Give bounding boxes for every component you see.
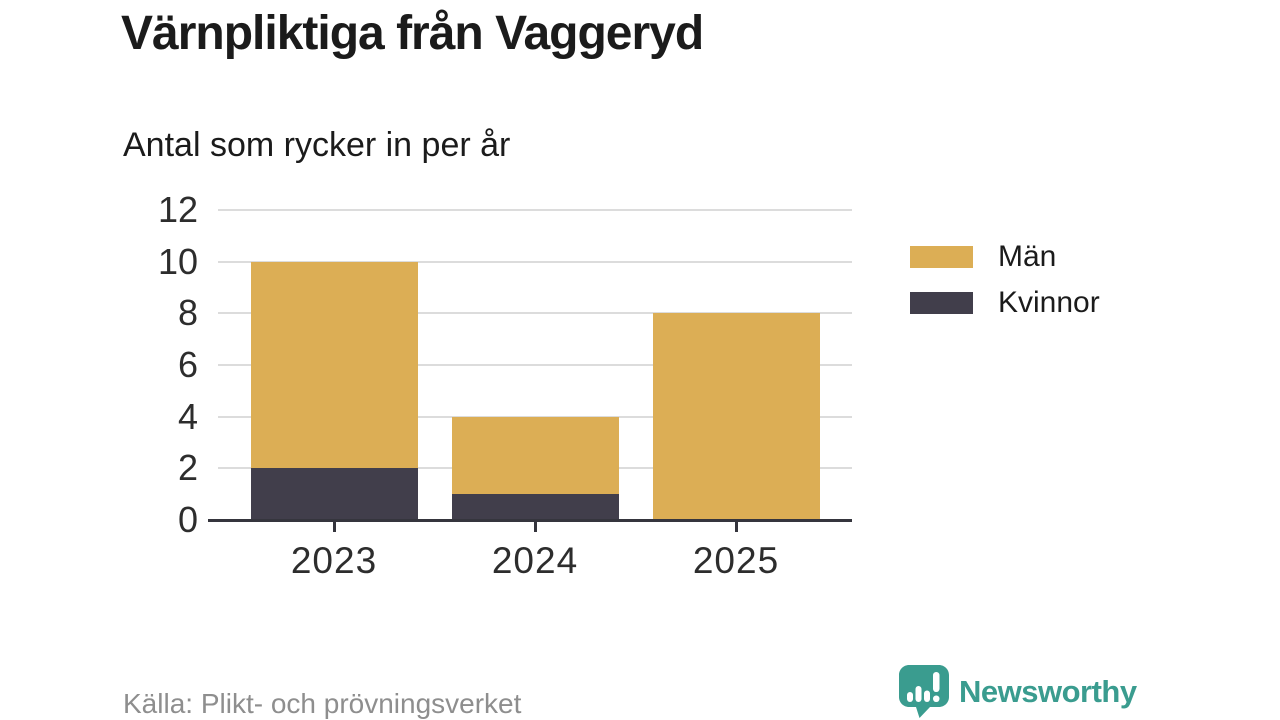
legend-label-Män: Män xyxy=(998,240,1057,273)
y-tick-label-2: 2 xyxy=(177,447,198,489)
chart-title: Värnpliktiga från Vaggeryd xyxy=(121,7,704,60)
legend-item-Män: Män xyxy=(910,242,1100,272)
gridline-y-10 xyxy=(218,260,852,263)
bar-segment-2023-Män xyxy=(250,261,418,469)
gridline-y-4 xyxy=(218,415,852,418)
y-tick-label-6: 6 xyxy=(177,344,198,385)
x-tick-mark xyxy=(332,522,336,532)
x-tick-label-2024: 2024 xyxy=(491,540,579,581)
bar-segment-2023-Kvinnor xyxy=(250,468,418,520)
x-axis-labels: 2023 2024 2025 xyxy=(218,540,852,582)
newsworthy-speech-bubble-bar-chart-icon xyxy=(898,664,950,720)
legend-item-Kvinnor: Kvinnor xyxy=(910,288,1100,318)
x-tick-label-2023: 2023 xyxy=(290,540,378,581)
bar-segment-2024-Män xyxy=(451,416,619,495)
legend-swatch-Kvinnor xyxy=(910,292,973,314)
x-tick-mark xyxy=(533,522,537,532)
chart-subtitle: Antal som rycker in per år xyxy=(123,126,511,164)
source-note: Källa: Plikt- och prövningsverket xyxy=(123,688,522,719)
legend-swatch-Män xyxy=(910,246,973,268)
brand-name: Newsworthy xyxy=(959,674,1137,709)
bar-2025 xyxy=(652,210,820,520)
x-tick-2024 xyxy=(452,522,619,532)
x-tick-2025 xyxy=(653,522,820,532)
bar-segment-2025-Män xyxy=(652,313,820,520)
bar-groups xyxy=(218,210,852,520)
bar-2024 xyxy=(451,210,619,520)
y-tick-label-0: 0 xyxy=(177,499,198,540)
legend: Män Kvinnor xyxy=(910,242,1100,318)
brand-logo[interactable]: Newsworthy xyxy=(898,664,1137,720)
bar-2023 xyxy=(250,210,418,520)
y-tick-label-12: 12 xyxy=(157,189,198,230)
x-tick-label-2025: 2025 xyxy=(692,540,780,581)
x-tick-2023 xyxy=(251,522,418,532)
x-axis-ticks xyxy=(218,522,852,532)
plot-area: 0 2 4 6 8 10 12 xyxy=(158,192,852,538)
y-tick-label-10: 10 xyxy=(157,240,198,282)
y-tick-label-4: 4 xyxy=(177,395,198,437)
gridline-y-12 xyxy=(218,209,852,211)
gridline-y-6 xyxy=(218,364,852,366)
gridline-y-8 xyxy=(218,312,852,315)
x-tick-mark xyxy=(734,522,738,532)
legend-label-Kvinnor: Kvinnor xyxy=(998,286,1100,319)
x-axis-line xyxy=(208,519,852,522)
y-tick-label-8: 8 xyxy=(177,292,198,334)
bar-segment-2024-Kvinnor xyxy=(451,494,619,520)
